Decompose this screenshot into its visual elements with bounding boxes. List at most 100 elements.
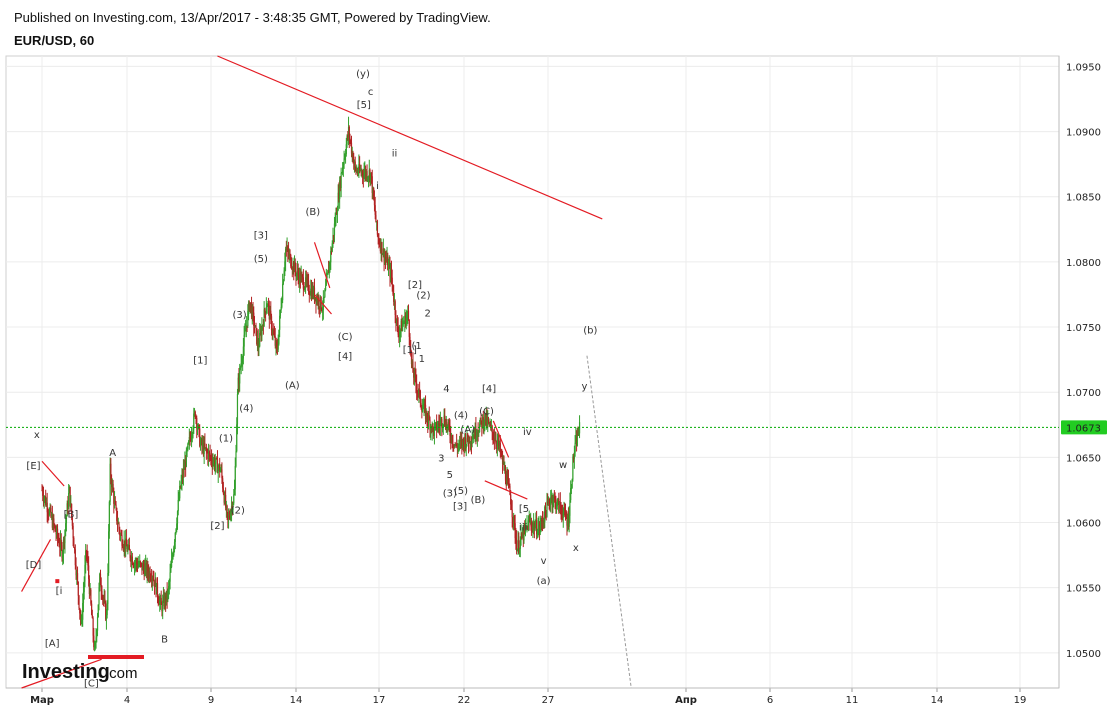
wave-label: y [581, 382, 587, 393]
candle-body [470, 443, 473, 445]
candle-body [490, 424, 492, 427]
candle-body [185, 450, 187, 467]
time-tick-label: Мар [30, 695, 54, 706]
candle-body [64, 530, 66, 544]
trendlines[interactable] [21, 55, 632, 689]
candle-body [564, 507, 566, 511]
candle-body [447, 422, 450, 426]
trendline-1[interactable] [21, 658, 102, 689]
candle-body [263, 309, 265, 327]
candle-body [459, 440, 461, 445]
candle-body [477, 432, 479, 434]
candle-body [295, 270, 297, 277]
trendline-0[interactable] [217, 55, 603, 220]
trendline-2[interactable] [21, 539, 52, 592]
candle-body [496, 441, 498, 447]
wave-label: i [376, 181, 379, 192]
candle-body [478, 432, 480, 434]
candle-body [71, 517, 73, 526]
candle-body [262, 325, 264, 327]
candle-body [407, 310, 409, 315]
candle-body [336, 210, 339, 215]
candle-body [558, 499, 560, 512]
candle-body [575, 437, 578, 446]
candle-body [446, 422, 448, 428]
candle-body [469, 437, 471, 444]
candle-body [192, 428, 194, 434]
candle-body [431, 424, 433, 432]
candle-body [460, 439, 462, 441]
candle-body [231, 505, 233, 510]
candle-body [276, 347, 279, 350]
candle-body [518, 540, 520, 552]
price-axis[interactable]: 1.0500 1.0550 1.0600 1.0650 1.0700 1.0750 1.08… [1058, 56, 1101, 688]
candle-body [330, 251, 332, 263]
candle-body [524, 526, 526, 529]
time-axis[interactable]: Мар 4 9 14 17 22 27 Апр 6 11 14 19 [6, 687, 1059, 706]
candle-body [465, 444, 467, 449]
candle-body [91, 615, 93, 619]
wave-label: (1 [412, 341, 422, 352]
candle-body [173, 547, 175, 556]
time-tick-label: Апр [675, 695, 697, 706]
candle-body [245, 325, 247, 331]
wave-label: (a) [537, 576, 551, 587]
candle-body [334, 222, 336, 224]
investing-logo: Investing .com [22, 655, 144, 683]
candle-body [196, 427, 199, 429]
trendline-6[interactable] [484, 480, 528, 500]
candle-body [507, 478, 510, 484]
trendline-4[interactable] [314, 294, 332, 315]
candle-body [220, 469, 222, 471]
candle-body [574, 442, 576, 453]
candle-body [510, 504, 513, 510]
candle-body [536, 520, 538, 535]
candle-body [487, 419, 489, 425]
wave-label: [A] [45, 638, 60, 649]
price-tick-label: 1.0950 [1066, 62, 1101, 73]
projection-line[interactable] [586, 355, 632, 689]
candle-body [109, 463, 111, 502]
candle-body [286, 247, 288, 250]
candle-body [81, 619, 83, 621]
candle-body [578, 433, 580, 435]
candle-body [147, 564, 149, 573]
candle-body [524, 526, 527, 529]
candle-body [85, 550, 88, 552]
candle-body [175, 528, 177, 534]
wave-label: (y) [356, 69, 370, 80]
candle-body [253, 312, 255, 326]
candle-body [84, 564, 86, 582]
candle-body [561, 514, 564, 518]
trendline-3[interactable] [41, 460, 65, 487]
trendline-5[interactable] [313, 242, 331, 289]
candle-body [293, 262, 295, 273]
candle-body [530, 522, 533, 527]
candle-body [572, 456, 574, 480]
candle-body [298, 276, 300, 284]
candle-body [326, 274, 328, 278]
candle-body [309, 294, 311, 296]
candle-body [68, 486, 70, 494]
candle-body [476, 436, 478, 438]
candle-body [193, 411, 196, 414]
candle-body [525, 526, 527, 528]
wave-label: [C] [84, 679, 99, 690]
wave-label: (B) [471, 495, 486, 506]
candle-body [83, 581, 85, 593]
candle-body [450, 435, 453, 441]
candle-body [188, 437, 190, 442]
candle-body [373, 199, 376, 206]
candle-body [363, 172, 365, 178]
wave-label: c [368, 87, 374, 98]
candle-body [193, 413, 195, 429]
candle-body [255, 325, 257, 329]
candle-body [411, 361, 413, 365]
candle-body [420, 403, 422, 408]
candle-body [225, 494, 227, 508]
candle-body [122, 545, 124, 548]
candle-body [516, 549, 518, 552]
candle-body [354, 161, 356, 168]
candle-body [389, 264, 391, 278]
